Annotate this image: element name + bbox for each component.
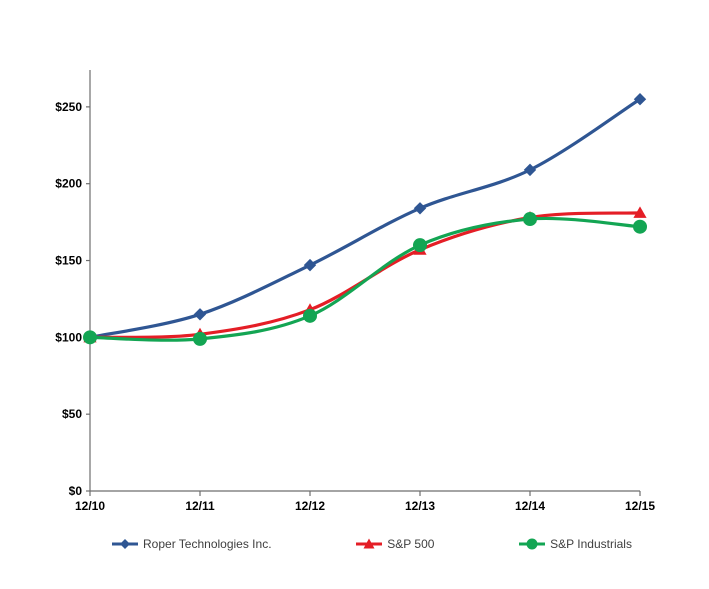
data-point-marker: [303, 308, 317, 323]
x-axis-tick-label: 12/14: [515, 499, 545, 513]
legend-label: S&P 500: [387, 537, 435, 551]
y-axis-tick-label: $0: [69, 484, 83, 498]
data-point-marker: [413, 202, 427, 215]
y-axis-tick-label: $200: [55, 177, 82, 191]
y-axis-tick-label: $150: [55, 254, 82, 268]
x-axis-tick-label: 12/15: [625, 499, 655, 513]
legend-marker-circle-icon: [519, 538, 546, 550]
data-point-marker: [193, 308, 207, 321]
data-point-marker: [83, 330, 97, 345]
legend-item-sp500: S&P 500: [354, 537, 434, 551]
chart-canvas: $0 $50 $100 $150 $200 $250 12/10 12/11 12/12 12/1…: [55, 70, 655, 513]
legend-item-sp-industrials: S&P Industrials: [517, 537, 632, 551]
series-line: [88, 211, 642, 339]
legend-label: S&P Industrials: [550, 537, 632, 551]
y-axis-tick-label: $100: [55, 330, 82, 344]
y-axis-tick-label: $250: [55, 100, 82, 114]
series-line: [88, 216, 642, 342]
x-axis-tick-label: 12/10: [75, 499, 105, 513]
data-point-marker: [633, 219, 647, 234]
y-axis-tick-label: $50: [62, 407, 82, 421]
x-axis-tick-label: 12/11: [185, 499, 215, 513]
legend-marker-diamond-icon: [112, 539, 138, 549]
data-point-marker: [633, 206, 647, 218]
data-point-marker: [523, 163, 537, 177]
data-point-marker: [413, 238, 427, 253]
x-axis-tick-label: 12/12: [295, 499, 325, 513]
legend-marker-triangle-icon: [356, 538, 383, 549]
chart-legend: Roper Technologies Inc. S&P 500 S&P Indu…: [110, 537, 632, 551]
legend-item-roper: Roper Technologies Inc.: [110, 537, 272, 551]
data-point-marker: [193, 331, 207, 346]
data-point-marker: [303, 258, 317, 272]
data-point-marker: [523, 212, 537, 227]
legend-label: Roper Technologies Inc.: [143, 537, 272, 551]
x-axis-tick-label: 12/13: [405, 499, 435, 513]
series-line: [88, 97, 642, 339]
data-point-marker: [633, 92, 647, 106]
